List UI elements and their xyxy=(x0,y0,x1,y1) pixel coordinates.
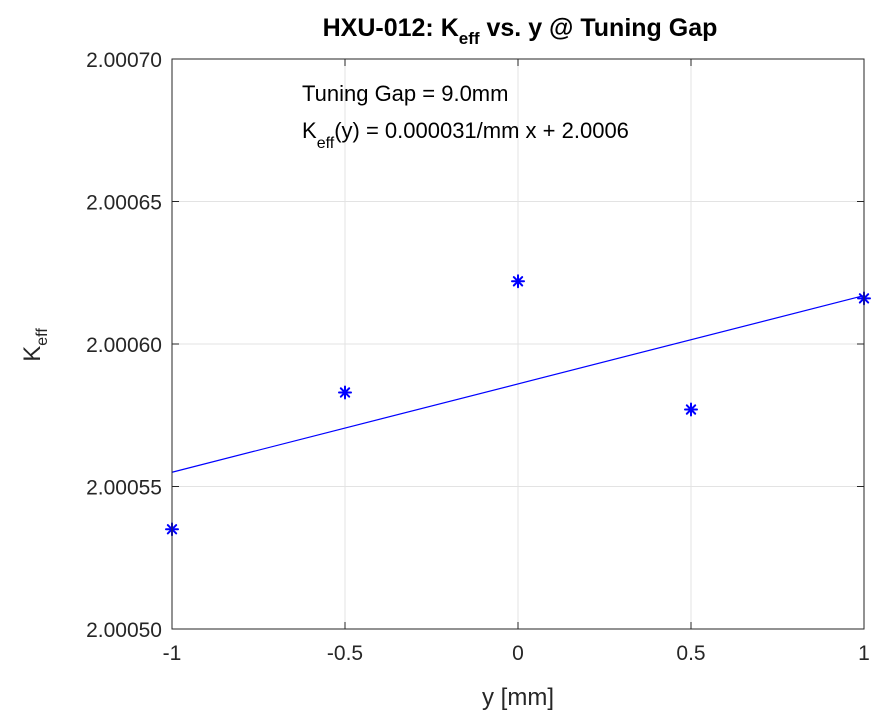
y-axis-label: Keff xyxy=(19,328,51,362)
fit-line-layer xyxy=(171,294,865,473)
y-tick-label: 2.00050 xyxy=(86,619,162,642)
y-tick-label: 2.00065 xyxy=(86,192,162,215)
annotation-fit-rest: (y) = 0.000031/mm x + 2.0006 xyxy=(334,118,629,143)
x-tick-label: 1 xyxy=(858,642,870,665)
x-tick-label: 0.5 xyxy=(676,642,705,665)
fit-line xyxy=(171,294,865,473)
y-tick-label: 2.00070 xyxy=(86,49,162,72)
data-point-marker xyxy=(511,274,525,289)
asterisk-stroke xyxy=(512,276,524,287)
x-tick-label: -1 xyxy=(163,642,182,665)
annotation-fit-k: K xyxy=(302,118,317,143)
x-axis-ticks: -1 -0.5 0 0.5 1 xyxy=(163,59,870,665)
x-tick-label: 0 xyxy=(512,642,524,665)
asterisk-stroke xyxy=(339,387,351,398)
chart-title: HXU-012: Keff vs. y @ Tuning Gap xyxy=(323,14,718,48)
y-axis-label-sub: eff xyxy=(34,328,51,346)
annotation-gap: Tuning Gap = 9.0mm xyxy=(302,81,508,106)
annotation-fit-equation: Keff(y) = 0.000031/mm x + 2.0006 xyxy=(302,118,629,152)
data-point-marker xyxy=(684,402,698,417)
chart-title-rest: vs. y @ Tuning Gap xyxy=(480,14,718,42)
y-axis-ticks: 2.00050 2.00055 2.00060 2.00065 2.00070 xyxy=(86,49,864,642)
x-axis-label: y [mm] xyxy=(482,684,554,711)
y-tick-label: 2.00055 xyxy=(86,477,162,500)
x-tick-label: -0.5 xyxy=(327,642,363,665)
data-point-marker xyxy=(338,385,352,400)
chart-title-main: HXU-012: K xyxy=(323,14,459,42)
asterisk-stroke xyxy=(685,404,697,415)
annotation-fit-sub: eff xyxy=(317,135,335,152)
y-axis-label-main: K xyxy=(19,346,46,362)
y-tick-label: 2.00060 xyxy=(86,334,162,357)
chart-title-sub: eff xyxy=(459,29,480,48)
